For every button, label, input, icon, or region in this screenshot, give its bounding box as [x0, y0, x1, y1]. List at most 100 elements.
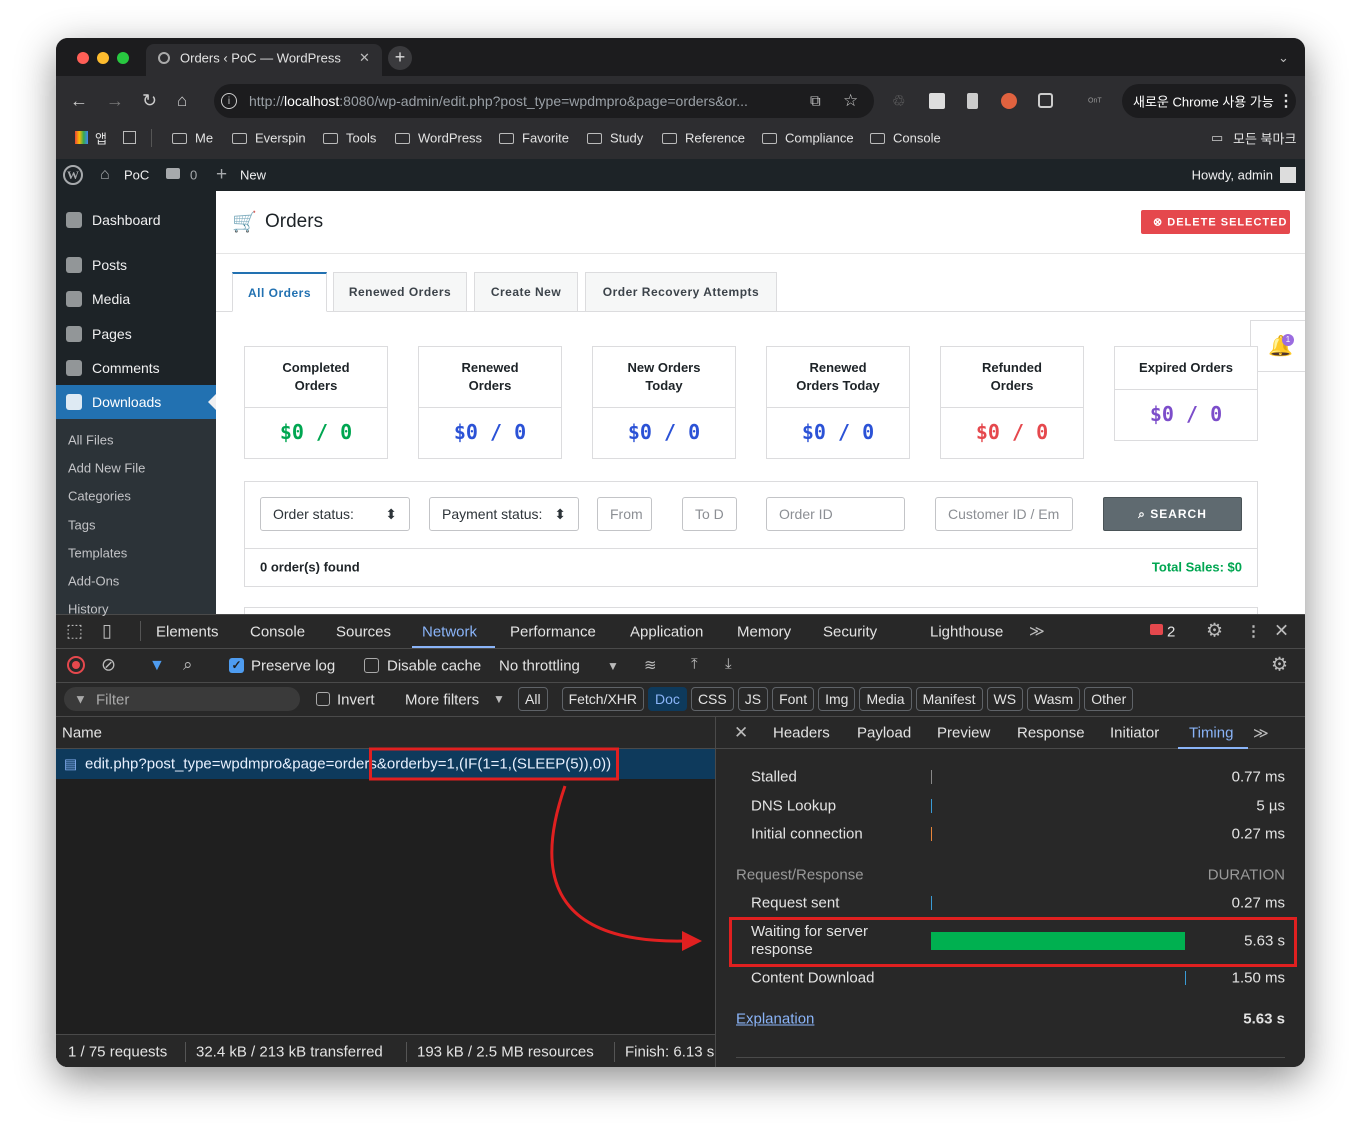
type-filter[interactable]: Fetch/XHR — [561, 687, 645, 711]
type-filter[interactable]: Font — [772, 687, 815, 711]
type-filter[interactable]: Media — [859, 687, 912, 711]
submenu-item[interactable]: Tags — [68, 517, 96, 533]
extensions-button[interactable] — [1038, 93, 1053, 108]
dt-menu[interactable]: ⋮ — [1246, 623, 1261, 640]
update-button-bg[interactable] — [1122, 84, 1296, 118]
devtools-tab[interactable]: Sources — [336, 623, 392, 641]
page-tab[interactable]: Create New — [474, 272, 578, 312]
bookmark[interactable]: WordPress — [418, 130, 483, 146]
to-input[interactable]: To D — [682, 497, 737, 531]
payment-status-select[interactable]: Payment status: ⬍ — [429, 497, 579, 531]
type-filter[interactable]: Img — [818, 687, 856, 711]
customer-input[interactable]: Customer ID / Em — [935, 497, 1073, 531]
bookmark-star[interactable]: ☆ — [843, 91, 859, 110]
type-filter[interactable]: Wasm — [1027, 687, 1081, 711]
detail-tab[interactable]: Timing — [1189, 724, 1234, 742]
detail-close[interactable]: ✕ — [734, 723, 749, 742]
site-info[interactable]: i — [221, 93, 237, 109]
delete-text[interactable]: DELETE SELECTED — [1167, 216, 1288, 229]
dt-close[interactable]: ✕ — [1274, 620, 1290, 641]
order-status-select[interactable]: Order status: ⬍ — [260, 497, 410, 531]
type-filter[interactable]: JS — [737, 687, 769, 711]
menu-item[interactable]: Media — [92, 291, 131, 307]
detail-tab[interactable]: Initiator — [1110, 724, 1160, 742]
close-dot[interactable] — [77, 52, 89, 64]
menu-item[interactable]: Comments — [92, 360, 160, 376]
invert[interactable]: Invert — [337, 691, 375, 709]
reload-button[interactable]: ↻ — [142, 90, 158, 111]
new-link[interactable]: New — [240, 167, 267, 183]
type-filter[interactable]: All — [518, 687, 548, 711]
invert-checkbox[interactable] — [316, 692, 330, 706]
howdy[interactable]: Howdy, admin — [1191, 167, 1273, 183]
network-settings[interactable]: ⚙ — [1271, 654, 1289, 676]
detail-more[interactable]: ≫ — [1253, 725, 1269, 742]
site-name[interactable]: PoC — [124, 167, 150, 183]
search-button[interactable]: ⌕ SEARCH — [1103, 497, 1242, 531]
type-filter[interactable]: Doc — [648, 687, 687, 711]
name-header[interactable]: Name — [62, 724, 103, 742]
delete-button-label[interactable]: ⊗ DELETE SELECTED — [1153, 216, 1288, 229]
detail-tab[interactable]: Response — [1017, 724, 1085, 742]
submenu-item[interactable]: All Files — [68, 432, 114, 448]
comment-count[interactable]: 0 — [190, 167, 198, 183]
submenu-item[interactable]: History — [68, 601, 109, 617]
disable-cache[interactable]: Disable cache — [387, 657, 482, 675]
minimize-dot[interactable] — [97, 52, 109, 64]
import-icon[interactable]: ⤒ — [691, 655, 698, 673]
error-count[interactable]: 2 — [1167, 623, 1176, 641]
settings-icon[interactable]: ⚙ — [1206, 620, 1224, 642]
menu-item[interactable]: Posts — [92, 257, 128, 273]
filter-placeholder[interactable]: Filter — [96, 691, 130, 709]
omnibox[interactable] — [214, 84, 874, 118]
detail-tab[interactable]: Payload — [857, 724, 912, 742]
devtools-tab[interactable]: Performance — [510, 623, 596, 641]
submenu-item[interactable]: Add New File — [68, 460, 146, 476]
clear-button[interactable]: ⊘ — [101, 654, 117, 675]
submenu-item[interactable]: Add-Ons — [68, 573, 120, 589]
bookmark[interactable]: Study — [610, 130, 644, 146]
wp-logo[interactable]: W — [63, 165, 83, 185]
detail-tab[interactable]: Preview — [937, 724, 991, 742]
filter-input[interactable] — [64, 687, 300, 711]
devtools-tab[interactable]: Application — [630, 623, 704, 641]
devtools-tab[interactable]: Console — [250, 623, 306, 641]
more-tabs[interactable]: ≫ — [1029, 623, 1045, 640]
bookmark[interactable]: Everspin — [255, 130, 306, 146]
disable-cache-checkbox[interactable] — [364, 658, 379, 673]
device-extension[interactable] — [967, 93, 978, 109]
devtools-tab[interactable]: Security — [823, 623, 878, 641]
bookmark[interactable]: 앱 — [95, 131, 107, 147]
devtools-tab[interactable]: Network — [422, 623, 478, 641]
selected-row[interactable] — [56, 749, 716, 779]
inspect-icon[interactable]: ⬚ — [66, 620, 84, 641]
bookmark[interactable]: Reference — [685, 130, 745, 146]
search-label[interactable]: SEARCH — [1150, 507, 1207, 521]
avatar-extension[interactable] — [1001, 93, 1017, 109]
request-path[interactable]: edit.php?post_type=wpdmpro&page=orders — [85, 755, 377, 773]
all-bookmarks[interactable]: 모든 북마크 — [1233, 131, 1297, 147]
menu-item[interactable]: Downloads — [92, 394, 162, 410]
tab-menu[interactable]: ⌄ — [1278, 50, 1289, 65]
home-button[interactable]: ⌂ — [177, 91, 188, 110]
page-tab[interactable]: All Orders — [232, 272, 327, 312]
explanation-link[interactable]: Explanation — [736, 1010, 815, 1028]
bookmark[interactable]: Me — [195, 130, 214, 146]
filter-toggle[interactable]: ▼ — [149, 657, 165, 674]
wifi-icon[interactable]: ≋ — [644, 657, 657, 674]
devtools-tab[interactable]: Lighthouse — [930, 623, 1004, 641]
new-tab[interactable]: + — [388, 46, 412, 70]
back-button[interactable]: ← — [70, 90, 88, 111]
menu-button[interactable]: ⋮ — [1278, 93, 1294, 110]
more-filters[interactable]: More filters — [405, 691, 480, 709]
preserve-log[interactable]: Preserve log — [251, 657, 336, 675]
devtools-tab[interactable]: Memory — [737, 623, 792, 641]
from-input[interactable]: From — [597, 497, 652, 531]
request-name[interactable]: edit.php?post_type=wpdmpro&page=orders&o… — [85, 747, 620, 781]
notification-box[interactable] — [1250, 320, 1305, 372]
export-icon[interactable]: ⤓ — [725, 655, 732, 673]
payment-status[interactable]: Payment status: — [442, 506, 543, 522]
bookmark[interactable]: Favorite — [522, 130, 569, 146]
device-icon[interactable]: ▯ — [102, 620, 112, 641]
active-tab[interactable] — [146, 44, 382, 78]
